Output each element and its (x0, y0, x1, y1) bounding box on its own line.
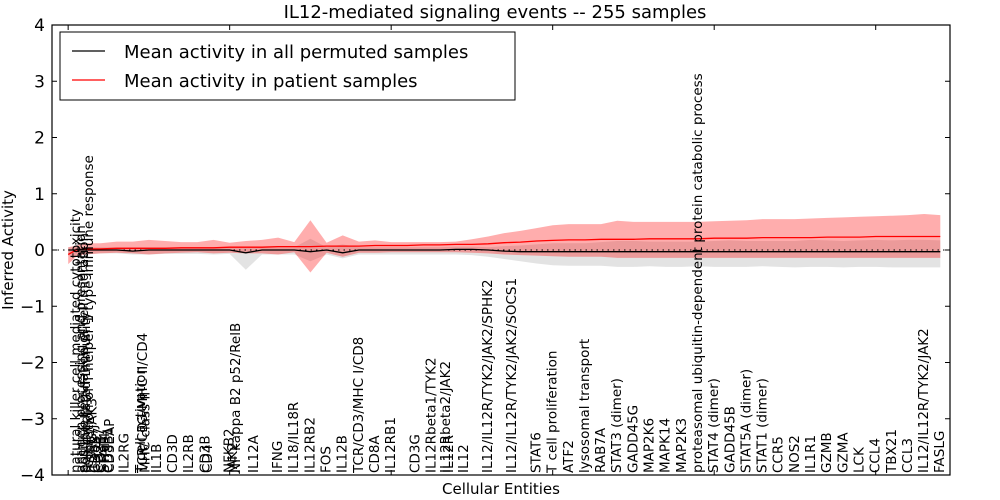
x-category-label: IL1R1 (803, 435, 819, 473)
x-category-label: ATF2 (561, 440, 577, 473)
x-category-label: IL12 (456, 444, 472, 473)
x-category-label: MAP2K3 (674, 418, 690, 473)
x-category-label: STAT5A (dimer) (738, 369, 754, 473)
x-category-label: JAK2 (225, 443, 241, 474)
chart-title: IL12-mediated signaling events -- 255 sa… (284, 2, 707, 23)
permuted-mean-line (68, 248, 941, 254)
x-category-label: GZMA (835, 432, 851, 473)
y-tick-label: 4 (34, 16, 45, 36)
x-category-label: FOS (319, 446, 335, 473)
x-category-label: STAT4 (97, 432, 113, 473)
legend: Mean activity in all permuted samples Me… (59, 31, 516, 101)
y-tick-label: −4 (20, 466, 45, 486)
x-category-label: IL12R (441, 435, 457, 473)
x-category-label: IL12Rbeta1/TYK2 (424, 357, 440, 473)
x-category-labels: natural killer cell mediated cytotoxicit… (68, 73, 948, 474)
x-category-label: NFKB2 (222, 428, 238, 473)
x-category-label: cell-mediated immunity (78, 312, 94, 473)
x-category-label: CD3D (165, 434, 181, 473)
x-category-label: CD8B1 (101, 427, 117, 473)
x-category-label: IL12Rbeta2/JAK2 (438, 361, 454, 473)
x-category-label: CCL3 (900, 438, 916, 473)
x-category-label: CD8B (88, 435, 104, 473)
x-category-label: IL12A (246, 434, 262, 473)
permuted-confidence-band (68, 238, 941, 270)
y-tick-label: −1 (20, 297, 45, 317)
y-tick-label: −3 (20, 410, 45, 430)
x-category-label: positive regulation of cell migration (76, 233, 92, 473)
x-category-label: T cell proliferation (545, 351, 561, 474)
x-category-label: TBX21 (884, 429, 900, 474)
legend-box (59, 31, 516, 101)
x-category-label: IL12/IL12R/TYK2/JAK2/SOCS1 (504, 278, 520, 473)
x-category-label: CD3EAP (102, 419, 118, 473)
y-tick-label: 3 (34, 72, 45, 92)
x-category-label: MAPK14 (658, 418, 674, 473)
x-category-label: proteasomal ubiquitin-dependent protein … (690, 73, 706, 473)
x-category-label: STAT6 (529, 432, 545, 473)
x-category-label: regulation of T-helper 1 type immune res… (81, 155, 97, 473)
x-category-label: T cell activation (133, 366, 149, 474)
x-category-label: lysosomal transport (577, 339, 593, 473)
x-category-label: natural killer cell mediated cytotoxicit… (68, 209, 84, 473)
x-category-label: LCK (852, 446, 868, 473)
x-category-label: IL12B (335, 435, 351, 473)
y-tick-label: −2 (20, 354, 45, 374)
x-category-label: MAP2K6 (642, 418, 658, 473)
x-category-label: IL12RB1 (383, 417, 399, 473)
x-category-label: IL2RG/JAK3 (84, 398, 100, 473)
x-category-label: STAT1 (dimer) (755, 378, 771, 473)
x-category-label: NOS2 (787, 435, 803, 473)
x-category-label: CD8A (367, 435, 383, 473)
x-category-label: STAT3 (dimer) (609, 378, 625, 473)
x-category-label: IL2RG (117, 433, 133, 473)
x-category-label: IL12RB2 (302, 417, 318, 473)
y-tick-label: 2 (34, 129, 45, 149)
x-category-label: STAT4 (dimer) (706, 378, 722, 473)
x-category-label: MHC class II (138, 392, 154, 473)
x-category-label: GZMB (819, 432, 835, 473)
x-category-label: CD3E (94, 436, 110, 473)
x-category-label: NF kappa B2 p52/RelB (228, 323, 244, 473)
legend-label-patient: Mean activity in patient samples (124, 71, 418, 92)
x-category-label: TCR/CD3/MHC I/CD8 (351, 337, 367, 474)
patient-mean-line (67, 235, 941, 256)
plot-area (52, 214, 950, 273)
x-category-label: CD247 (91, 427, 107, 473)
x-category-label: IFNG (270, 441, 286, 473)
x-category-label: CCL4 (868, 438, 884, 473)
x-category-label: antigen processing and presentation (73, 225, 89, 473)
y-axis: −4 −3 −2 −1 0 1 2 3 4 (20, 16, 950, 486)
x-category-label: CD3B (197, 435, 213, 473)
x-category-label: CD4 (200, 445, 216, 473)
x-category-label: TCR/CD3/MHC II/CD4 (135, 333, 151, 474)
x-category-label: CCR5 (771, 436, 787, 473)
x-axis-label: Cellular Entities (442, 480, 560, 498)
x-category-label: CD3G (407, 434, 423, 473)
x-category-label: IL1B (149, 444, 165, 473)
x-category-label: GADD45B (722, 406, 738, 473)
y-tick-label: 0 (34, 241, 45, 261)
x-axis (67, 25, 877, 475)
y-tick-label: 1 (34, 185, 45, 205)
x-category-label: FASLG (932, 431, 948, 473)
x-category-label: IL12/IL12R/TYK2/JAK2/SPHK2 (480, 279, 496, 473)
x-category-label: IL12/IL12R/TYK2/JAK2 (916, 328, 932, 473)
x-category-label: IL18/IL18R (286, 402, 302, 473)
x-category-label: RAB7A (593, 427, 609, 473)
x-category-label: GADD45G (625, 405, 641, 473)
y-axis-label: Inferred Activity (0, 190, 17, 310)
legend-label-permuted: Mean activity in all permuted samples (124, 42, 468, 63)
x-category-label: IL2RB (181, 434, 197, 473)
